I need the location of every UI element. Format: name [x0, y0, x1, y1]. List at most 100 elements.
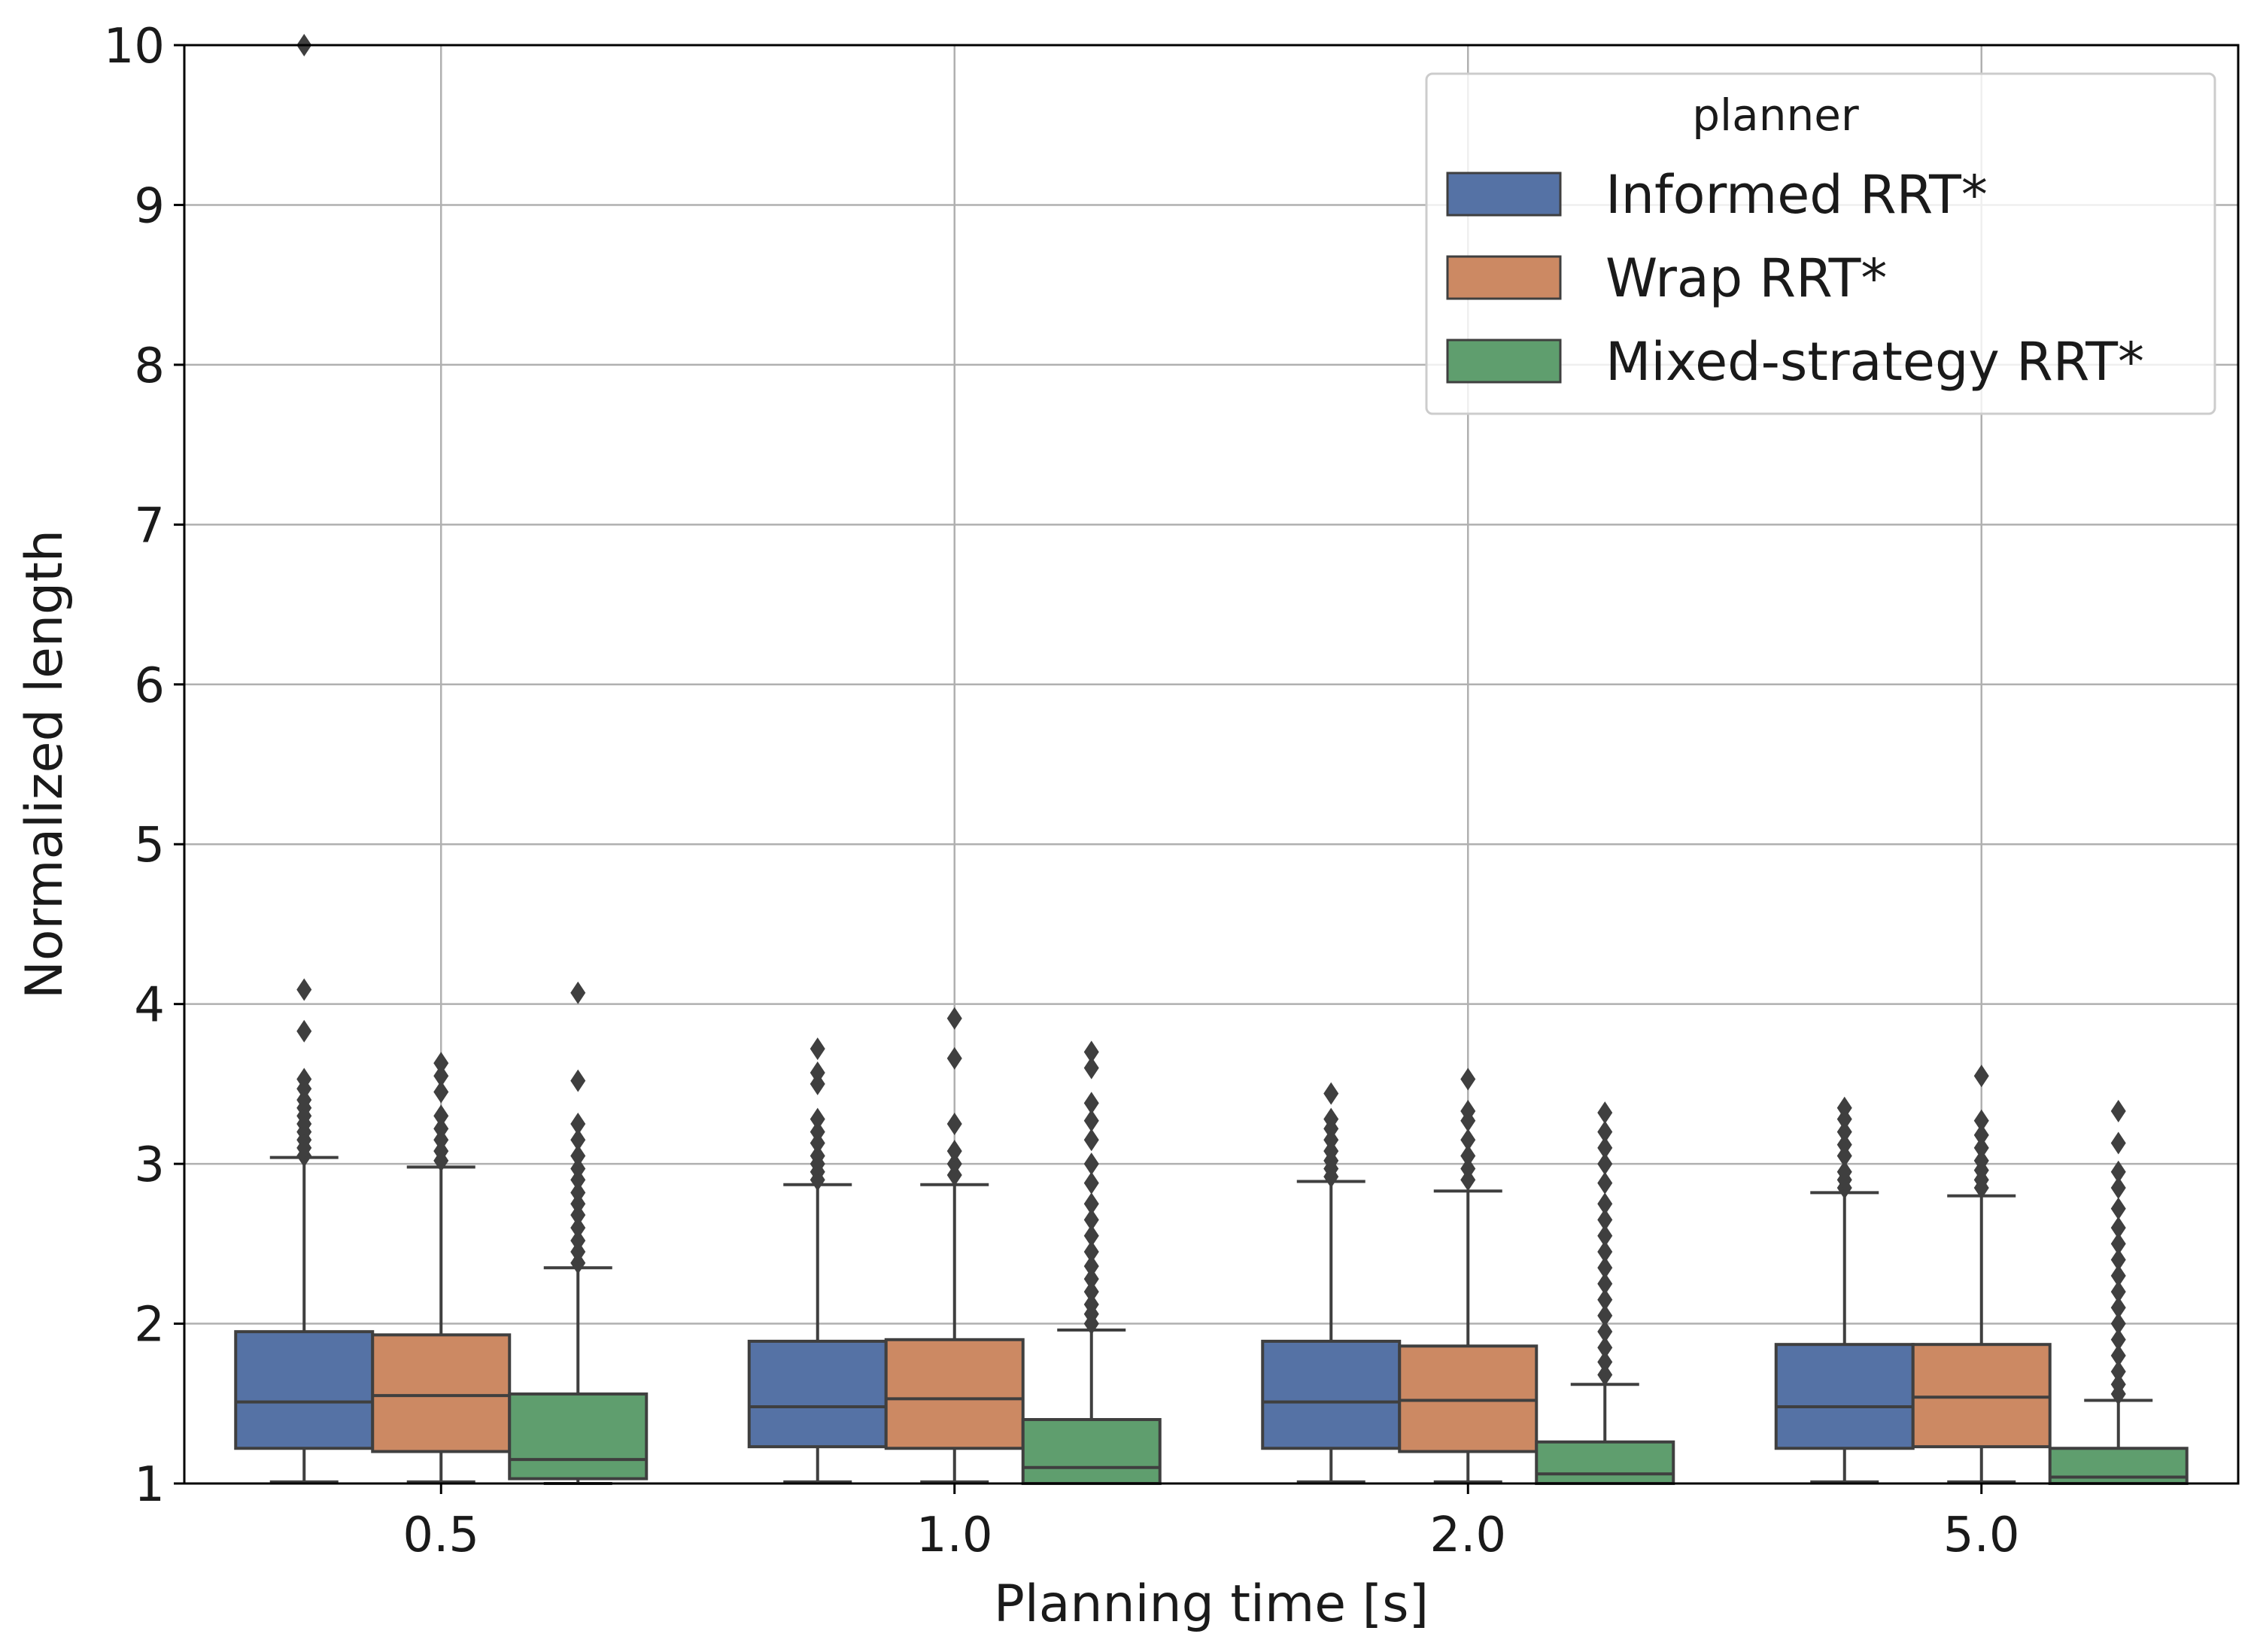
outlier-point: [1973, 1064, 1989, 1088]
outlier-point: [946, 1007, 962, 1030]
outlier-point: [1083, 1224, 1099, 1247]
outlier-point: [2110, 1264, 2126, 1287]
outlier-point: [946, 1113, 962, 1135]
outlier-point: [433, 1117, 449, 1140]
outlier-point: [296, 978, 312, 1001]
outlier-point: [810, 1144, 825, 1168]
iqr-box: [747, 1339, 888, 1449]
outlier-point: [810, 1107, 825, 1131]
y-tick-label: 3: [134, 1137, 165, 1193]
outlier-point: [1460, 1157, 1476, 1180]
iqr-box: [1774, 1343, 1915, 1450]
legend-swatch: [1446, 172, 1562, 217]
outlier-point: [570, 1113, 586, 1135]
y-tick-label: 8: [134, 339, 165, 394]
y-tick-label: 10: [104, 19, 165, 74]
box-mixed-strategy-rrt-2.0: [1535, 1101, 1675, 1485]
legend-frame: [1425, 72, 2216, 415]
outlier-point: [570, 981, 586, 1004]
outlier-point: [1083, 1171, 1099, 1195]
outlier-point: [1836, 1133, 1852, 1156]
outlier-point: [1597, 1192, 1613, 1216]
outlier-point: [1597, 1224, 1613, 1247]
outlier-point: [1083, 1128, 1099, 1152]
y-axis-ticks: 1 2 3 4 5 6 7 8 9 10: [104, 19, 184, 1513]
y-tick-label: 2: [134, 1298, 165, 1353]
legend: planner Informed RRT* Wrap RRT* Mixed-stra…: [1425, 72, 2216, 415]
outlier-point: [1973, 1123, 1989, 1146]
outlier-point: [1083, 1056, 1099, 1080]
outlier-point: [810, 1061, 825, 1085]
outlier-point: [1083, 1293, 1099, 1316]
outlier-point: [2110, 1176, 2126, 1199]
outlier-point: [2110, 1312, 2126, 1335]
outlier-point: [1083, 1255, 1099, 1278]
outlier-point: [1597, 1320, 1613, 1344]
box-informed-rrt-5.0: [1774, 1096, 1915, 1483]
outlier-point: [570, 1069, 586, 1092]
outlier-point: [2110, 1131, 2126, 1155]
iqr-box: [1398, 1344, 1539, 1453]
y-tick-label: 6: [134, 658, 165, 714]
box-mixed-strategy-rrt-1.0: [1021, 1040, 1162, 1485]
x-tick-label: 0.5: [402, 1508, 479, 1563]
outlier-point: [1083, 1109, 1099, 1132]
outlier-point: [810, 1120, 825, 1143]
outlier-point: [1597, 1171, 1613, 1195]
y-tick-label: 9: [134, 178, 165, 234]
outlier-point: [1460, 1144, 1476, 1168]
legend-label: Mixed-strategy RRT*: [1605, 331, 2144, 393]
box-mixed-strategy-rrt-5.0: [2048, 1100, 2189, 1485]
box-mixed-strategy-rrt-0.5: [508, 981, 649, 1485]
outlier-point: [570, 1157, 586, 1180]
legend-swatch: [1446, 255, 1562, 300]
legend-label: Wrap RRT*: [1605, 247, 1887, 309]
outlier-point: [810, 1037, 825, 1061]
box-informed-rrt-0.5: [234, 34, 375, 1483]
outlier-point: [1597, 1272, 1613, 1295]
outlier-point: [2110, 1232, 2126, 1256]
outlier-point: [1083, 1268, 1099, 1291]
outlier-point: [1083, 1152, 1099, 1176]
y-tick-label: 7: [134, 498, 165, 554]
outlier-point: [1083, 1280, 1099, 1304]
outlier-point: [2110, 1280, 2126, 1304]
box-wrap-rrt-2.0: [1398, 1067, 1539, 1483]
outlier-point: [1597, 1350, 1613, 1374]
outlier-point: [2110, 1296, 2126, 1319]
outlier-point: [1083, 1040, 1099, 1064]
outlier-point: [2110, 1197, 2126, 1220]
box-wrap-rrt-5.0: [1911, 1064, 2052, 1483]
box-informed-rrt-1.0: [747, 1037, 888, 1483]
outlier-point: [2110, 1360, 2126, 1383]
iqr-box: [884, 1338, 1025, 1450]
outlier-point: [946, 1152, 962, 1176]
outlier-point: [2110, 1373, 2126, 1396]
iqr-box: [1261, 1339, 1402, 1450]
y-axis-title: Normalized length: [15, 530, 74, 999]
legend-items: Informed RRT* Wrap RRT* Mixed-strategy RRT…: [1446, 164, 2144, 393]
x-axis-title: Planning time [s]: [994, 1575, 1429, 1634]
outlier-point: [946, 1140, 962, 1163]
outlier-point: [1973, 1149, 1989, 1172]
box-wrap-rrt-1.0: [884, 1007, 1025, 1483]
outlier-point: [2110, 1100, 2126, 1123]
outlier-point: [1597, 1152, 1613, 1176]
iqr-box: [508, 1392, 649, 1480]
outlier-point: [1597, 1336, 1613, 1359]
outlier-point: [1323, 1107, 1339, 1131]
outlier-point: [1083, 1192, 1099, 1216]
plot-frame: [183, 44, 2240, 1485]
outlier-point: [570, 1128, 586, 1152]
outlier-point: [296, 1067, 312, 1091]
outlier-point: [296, 1019, 312, 1043]
box-wrap-rrt-0.5: [371, 1052, 512, 1483]
outlier-point: [570, 1144, 586, 1168]
outlier-point: [2110, 1216, 2126, 1240]
outlier-point: [1323, 1082, 1339, 1105]
outlier-point: [1460, 1128, 1476, 1152]
iqr-box: [234, 1330, 375, 1450]
outlier-point: [433, 1080, 449, 1104]
outlier-point: [1597, 1288, 1613, 1311]
